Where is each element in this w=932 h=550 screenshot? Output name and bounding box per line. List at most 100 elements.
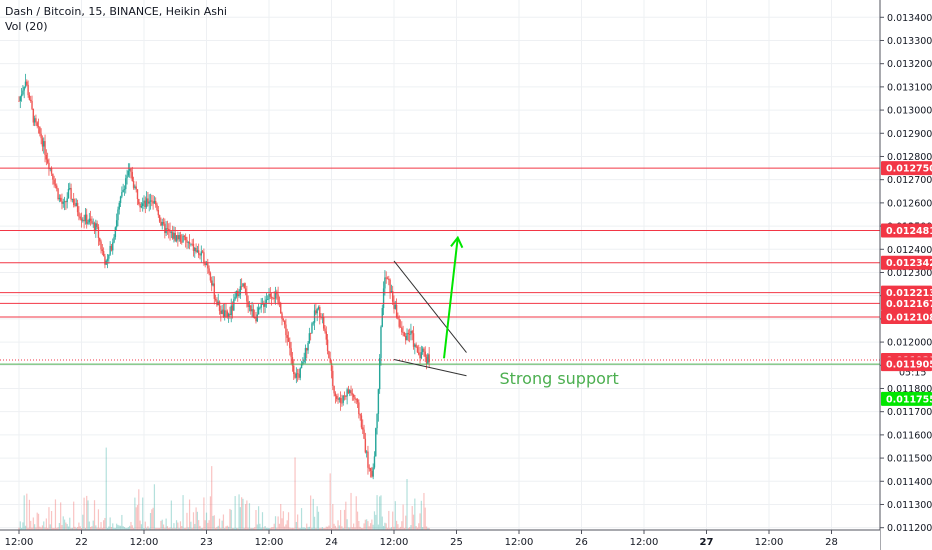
candle-body: [168, 228, 170, 231]
candle-body: [155, 200, 157, 205]
price-tick-label: 0.011400: [887, 477, 932, 488]
candle-body: [212, 283, 214, 286]
volume-bar: [333, 523, 335, 530]
volume-bar: [396, 520, 398, 530]
candle-body: [115, 220, 118, 228]
volume-bar: [151, 509, 153, 530]
candle-body: [256, 314, 258, 322]
candle-body: [192, 243, 195, 251]
candle-body: [237, 291, 239, 297]
candle-body: [415, 344, 417, 348]
volume-bar: [32, 517, 34, 530]
volume-bar: [122, 526, 124, 530]
candle-body: [80, 218, 83, 221]
volume-bar: [179, 521, 182, 530]
candle-body: [32, 108, 35, 123]
candle-body: [420, 352, 423, 359]
time-axis[interactable]: 12:00 22 12:00 23 12:00 24 12:00 25 12:00 26 12:00…: [0, 529, 880, 550]
candles: [18, 73, 430, 480]
volume-bar: [295, 521, 297, 530]
candle-body: [352, 394, 355, 398]
candle-body: [418, 352, 420, 355]
candle-body: [39, 126, 41, 134]
volume-bar: [330, 528, 333, 530]
candle-body: [78, 212, 80, 217]
volume-bar: [390, 527, 392, 530]
volume-bar: [407, 527, 409, 530]
volume-bar: [369, 523, 372, 530]
volume-bar: [255, 509, 257, 530]
volume-bar: [419, 513, 421, 530]
time-tick-label: 12:00: [755, 537, 784, 548]
candle-body: [216, 299, 218, 306]
volume-bar: [267, 527, 269, 530]
volume-bar: [30, 520, 32, 530]
time-tick-label: 27: [700, 537, 714, 548]
candle-body: [248, 305, 251, 307]
volume-bar: [103, 520, 105, 530]
candle-body: [251, 309, 253, 312]
candle-body: [182, 235, 184, 242]
candle-body: [365, 451, 368, 453]
candle-body: [66, 198, 68, 203]
candle-body: [213, 283, 216, 299]
volume-bar: [306, 523, 308, 530]
candle-body: [329, 358, 331, 363]
volume-bar: [334, 525, 337, 530]
volume-bar: [213, 515, 215, 530]
volume-bar: [212, 515, 214, 530]
candle-body: [250, 305, 252, 312]
candle-body: [354, 397, 356, 400]
volume-bar: [19, 521, 21, 530]
candle-body: [398, 319, 400, 327]
price-axis[interactable]: 0.013400 0.013300 0.013200 0.013100 0.013000…: [879, 0, 932, 550]
volume-bar: [412, 514, 415, 530]
volume-bar: [69, 517, 71, 530]
volume-bar: [403, 527, 406, 530]
candle-body: [153, 200, 156, 204]
candle-body: [57, 188, 59, 200]
candle-body: [324, 328, 326, 332]
candle-body: [253, 317, 256, 319]
candle-body: [319, 307, 321, 318]
level-price-tag-text: 0.012167: [886, 299, 932, 310]
volume-bar: [290, 527, 292, 530]
candle-body: [152, 201, 154, 204]
price-tick-label: 0.013400: [887, 13, 932, 24]
candle-body: [50, 168, 53, 174]
candle-body: [360, 415, 363, 428]
volume-bar: [393, 526, 395, 530]
volume-bar: [380, 495, 382, 530]
candle-body: [290, 348, 292, 358]
candle-body: [54, 184, 57, 186]
volume-bar: [321, 527, 323, 530]
candle-body: [91, 220, 93, 224]
candle-body: [157, 209, 160, 216]
volume-bar: [230, 509, 232, 530]
volume-bar: [360, 527, 363, 530]
volume-bar: [80, 527, 83, 530]
candle-body: [19, 96, 22, 101]
volume-bar: [420, 500, 422, 530]
candle-body: [401, 327, 403, 333]
volume-bar: [368, 526, 370, 530]
volume-bar: [280, 504, 282, 530]
volume-bar: [355, 496, 357, 530]
volume-bar: [389, 527, 391, 530]
volume-bar: [126, 527, 128, 530]
candle-body: [300, 364, 303, 369]
candle-body: [375, 428, 377, 457]
volume-bar: [138, 489, 140, 530]
candle-body: [71, 198, 74, 200]
volume-bar: [304, 528, 307, 530]
candle-body: [235, 291, 238, 297]
price-tick-label: 0.012600: [887, 198, 932, 209]
volume-bar: [125, 527, 127, 530]
volume-bar: [394, 501, 396, 530]
candle-body: [93, 222, 96, 231]
level-price-tag-text: 0.012213: [886, 288, 932, 299]
volume-bar: [342, 527, 344, 530]
time-tick-label: 12:00: [130, 537, 159, 548]
volume-bar: [114, 527, 116, 530]
